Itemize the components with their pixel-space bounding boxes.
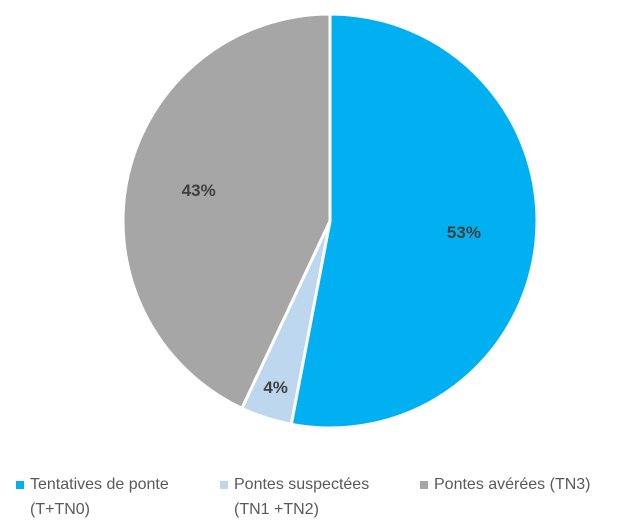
legend-label: Pontes avérées (TN3) xyxy=(434,476,591,493)
data-label: 43% xyxy=(182,181,216,200)
pie-slice xyxy=(289,12,539,430)
data-label: 53% xyxy=(447,223,481,242)
legend-swatch xyxy=(220,481,228,489)
data-label: 4% xyxy=(263,378,288,397)
legend-swatch xyxy=(420,481,428,489)
legend-item: Tentatives de ponte (T+TN0) xyxy=(14,472,204,522)
legend-label: Tentatives de ponte (T+TN0) xyxy=(30,476,169,518)
chart: 53% 4% 43% xyxy=(121,12,539,430)
legend-item: Pontes suspectées (TN1 +TN2) xyxy=(218,472,408,522)
pie-slice xyxy=(121,12,332,411)
legend: Tentatives de ponte (T+TN0) Pontes suspec… xyxy=(0,472,640,529)
legend-swatch xyxy=(16,481,24,489)
legend-item: Pontes avérées (TN3) xyxy=(418,472,608,497)
legend-label: Pontes suspectées (TN1 +TN2) xyxy=(234,476,370,518)
